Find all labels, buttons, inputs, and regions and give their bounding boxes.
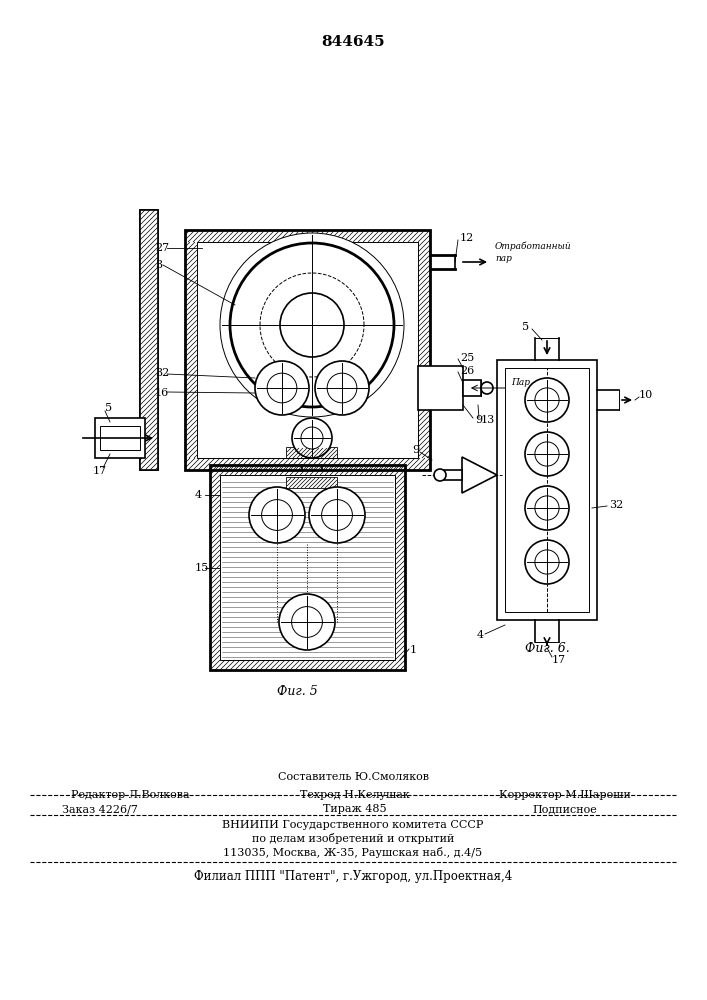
Bar xyxy=(505,368,589,612)
Bar xyxy=(95,418,145,458)
Bar xyxy=(140,210,158,470)
Bar xyxy=(210,465,405,670)
Circle shape xyxy=(267,373,297,403)
Text: 26: 26 xyxy=(460,366,474,376)
Bar xyxy=(185,230,430,242)
Circle shape xyxy=(220,233,404,417)
Text: Корректор М.Шароши: Корректор М.Шароши xyxy=(499,790,631,800)
Circle shape xyxy=(262,500,293,530)
Text: 5: 5 xyxy=(105,403,112,413)
Circle shape xyxy=(292,418,332,458)
Circle shape xyxy=(535,442,559,466)
Bar xyxy=(287,478,337,488)
Bar xyxy=(185,458,430,470)
Bar xyxy=(210,465,405,475)
Bar xyxy=(497,360,597,620)
Circle shape xyxy=(322,500,352,530)
Circle shape xyxy=(279,594,335,650)
Text: 113035, Москва, Ж-35, Раушская наб., д.4/5: 113035, Москва, Ж-35, Раушская наб., д.4… xyxy=(223,847,483,858)
Bar xyxy=(463,380,481,396)
Bar xyxy=(100,426,140,450)
Bar xyxy=(418,242,430,458)
Bar xyxy=(197,242,418,458)
Text: 12: 12 xyxy=(460,233,474,243)
Text: 15: 15 xyxy=(195,563,209,573)
Bar xyxy=(444,470,462,480)
Bar xyxy=(210,475,220,660)
Polygon shape xyxy=(462,457,497,493)
Circle shape xyxy=(327,373,357,403)
Text: по делам изобретений и открытий: по делам изобретений и открытий xyxy=(252,833,454,844)
Text: 32: 32 xyxy=(155,368,169,378)
Bar xyxy=(210,465,405,670)
Bar xyxy=(287,448,337,458)
Text: 3: 3 xyxy=(155,260,162,270)
Bar xyxy=(210,660,405,670)
Text: Редактор Л.Волкова: Редактор Л.Волкова xyxy=(71,790,189,800)
Circle shape xyxy=(434,469,446,481)
Text: Составитель Ю.Смоляков: Составитель Ю.Смоляков xyxy=(278,772,428,782)
Circle shape xyxy=(525,540,569,584)
Bar xyxy=(185,242,197,458)
Text: 27: 27 xyxy=(155,243,169,253)
Circle shape xyxy=(481,382,493,394)
Circle shape xyxy=(230,243,394,407)
Text: 4: 4 xyxy=(195,490,202,500)
Circle shape xyxy=(309,487,365,543)
Text: пар: пар xyxy=(495,254,512,263)
Text: 32: 32 xyxy=(609,500,624,510)
Bar xyxy=(185,230,430,470)
Bar xyxy=(140,210,158,470)
Circle shape xyxy=(315,361,369,415)
Text: 1: 1 xyxy=(410,645,417,655)
Bar xyxy=(395,475,405,660)
Circle shape xyxy=(525,486,569,530)
Bar xyxy=(287,448,337,458)
Text: Тираж 485: Тираж 485 xyxy=(323,804,387,814)
Text: Филиал ППП "Патент", г.Ужгород, ул.Проектная,4: Филиал ППП "Патент", г.Ужгород, ул.Проек… xyxy=(194,870,512,883)
Bar xyxy=(220,475,395,660)
Bar xyxy=(287,478,337,488)
Text: 4: 4 xyxy=(477,630,484,640)
Text: 13: 13 xyxy=(481,415,495,425)
Text: 17: 17 xyxy=(552,655,566,665)
Text: Фиг. 5: Фиг. 5 xyxy=(276,685,317,698)
Circle shape xyxy=(291,607,322,637)
Bar xyxy=(140,210,158,470)
Text: 16: 16 xyxy=(155,388,169,398)
Circle shape xyxy=(525,432,569,476)
Text: Фиг. 6.: Фиг. 6. xyxy=(525,642,569,655)
Text: Заказ 4226/7: Заказ 4226/7 xyxy=(62,804,138,814)
Bar xyxy=(185,230,430,470)
Circle shape xyxy=(301,427,323,449)
Circle shape xyxy=(535,550,559,574)
Text: Техред Н.Келушак: Техред Н.Келушак xyxy=(300,790,410,800)
Circle shape xyxy=(255,361,309,415)
Text: Подписное: Подписное xyxy=(532,804,597,814)
Text: 844645: 844645 xyxy=(321,35,385,49)
Bar xyxy=(418,366,463,410)
Text: Отработанный: Отработанный xyxy=(495,241,572,251)
Circle shape xyxy=(535,388,559,412)
Circle shape xyxy=(249,487,305,543)
Circle shape xyxy=(525,378,569,422)
Circle shape xyxy=(280,293,344,357)
Text: 25: 25 xyxy=(460,353,474,363)
Text: 9: 9 xyxy=(475,415,482,425)
Text: ВНИИПИ Государственного комитета СССР: ВНИИПИ Государственного комитета СССР xyxy=(222,820,484,830)
Text: Пар: Пар xyxy=(511,378,530,387)
Text: 17: 17 xyxy=(93,466,107,476)
Text: 9: 9 xyxy=(412,445,419,455)
Text: 5: 5 xyxy=(522,322,529,332)
Circle shape xyxy=(535,496,559,520)
Text: 10: 10 xyxy=(639,390,653,400)
